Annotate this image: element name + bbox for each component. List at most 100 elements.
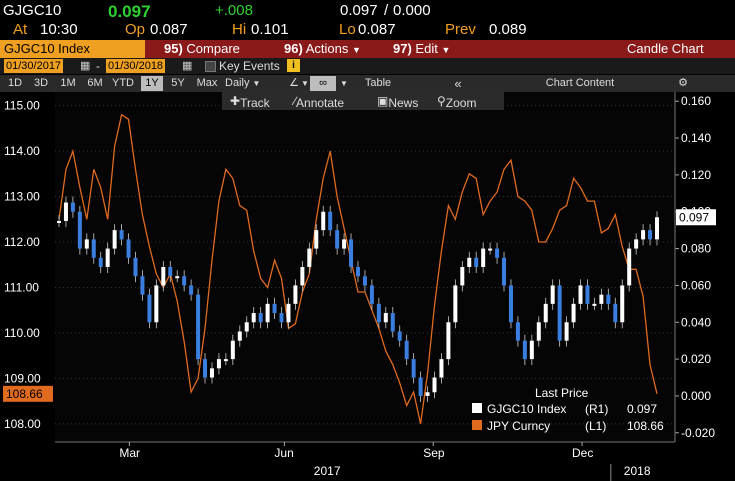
candle-body <box>189 285 194 295</box>
candle-body <box>84 239 89 249</box>
x-tick-label: Mar <box>119 446 140 460</box>
range-ytd[interactable]: YTD <box>112 77 134 89</box>
candle-body <box>63 202 68 221</box>
news-tool[interactable]: ▣ News <box>377 94 419 110</box>
candle-body <box>522 340 527 360</box>
start-date-field[interactable]: 01/30/2017 <box>4 59 64 73</box>
range-1d[interactable]: 1D <box>7 77 23 89</box>
candle-body <box>502 257 507 286</box>
candle-body <box>286 303 291 323</box>
info-icon[interactable]: i <box>287 59 300 72</box>
candle-body <box>293 285 298 304</box>
annotate-tool[interactable]: ∕ Annotate <box>294 94 345 110</box>
range-6m[interactable]: 6M <box>87 77 103 89</box>
chart-content-label[interactable]: Chart Content <box>545 77 615 89</box>
zoom-tool[interactable]: ⚲ Zoom <box>437 94 477 110</box>
price-chart[interactable]: 115.00 114.00 113.00 112.00 111.00 110.00 109.… <box>0 92 735 481</box>
collapse-icon[interactable]: « <box>454 76 462 91</box>
candle-body <box>168 267 173 277</box>
candle-body <box>578 285 583 304</box>
candle-body <box>112 230 117 249</box>
candle-body <box>467 257 472 267</box>
zoom-label: Zoom <box>445 96 477 110</box>
quote-header: GJGC10 0.097 +.008 0.097 / 0.000 At 10:3… <box>0 0 735 40</box>
candle-body <box>557 285 562 341</box>
candle-body <box>564 322 569 341</box>
candle-body <box>453 285 458 323</box>
candle-body <box>446 322 451 360</box>
function-toolbar: GJGC10 Index 95) Compare 96) Actions ▼ 9… <box>0 40 735 58</box>
news-label: News <box>388 96 419 110</box>
candle-body <box>571 303 576 323</box>
candle-body <box>321 211 326 231</box>
overlay-icon[interactable]: ∞ <box>310 76 336 91</box>
period-select[interactable]: Daily ▼ <box>225 76 277 91</box>
open-label: Op <box>125 21 146 38</box>
range-max[interactable]: Max <box>196 77 218 89</box>
candle-body <box>585 285 590 304</box>
candle-body <box>119 230 124 240</box>
chart-type-label[interactable]: Candle Chart <box>627 41 704 56</box>
candle-body <box>57 220 61 223</box>
legend-swatch <box>472 420 482 430</box>
candle-body <box>481 248 486 267</box>
year-label: 2017 <box>314 464 341 478</box>
year-label: 2018 <box>624 464 651 478</box>
low-value: 0.087 <box>358 21 396 38</box>
candle-body <box>432 377 437 393</box>
candle-body <box>230 340 235 360</box>
right-tick-label: -0.020 <box>681 426 715 440</box>
key-events-label: Key Events <box>219 59 280 73</box>
table-button[interactable]: Table <box>364 77 392 89</box>
compare-num: 95) <box>164 41 183 56</box>
candle-body <box>196 294 201 360</box>
ask-value: 0.000 <box>393 2 431 19</box>
candle-body <box>91 239 96 258</box>
ticker-label: GJGC10 <box>3 2 62 19</box>
candle-body <box>133 257 138 277</box>
compare-button[interactable]: 95) Compare <box>164 40 240 58</box>
candle-body <box>599 294 604 304</box>
open-value: 0.087 <box>150 21 188 38</box>
candle-body <box>606 294 611 304</box>
candle-body <box>175 276 180 279</box>
candle-body <box>634 239 639 249</box>
candle-body <box>613 303 618 323</box>
candle-body <box>182 276 187 286</box>
period-label: Daily <box>225 77 250 89</box>
jpy-line <box>58 113 658 424</box>
candle-body <box>265 303 270 323</box>
legend-name: GJGC10 Index <box>487 402 566 416</box>
range-1m[interactable]: 1M <box>60 77 76 89</box>
settings-gear-icon[interactable]: ⚙ <box>678 77 688 89</box>
candle-body <box>439 359 444 378</box>
range-1y[interactable]: 1Y <box>141 76 163 91</box>
candle-body <box>279 313 284 323</box>
end-calendar-icon[interactable]: ▦ <box>182 60 193 72</box>
right-tick-label: 0.040 <box>681 315 711 329</box>
range-5y[interactable]: 5Y <box>171 77 185 89</box>
net-change: +.008 <box>215 2 253 19</box>
line-dropdown-icon[interactable]: ▼ <box>301 79 309 88</box>
overlay-dropdown-icon[interactable]: ▼ <box>340 79 348 88</box>
actions-button[interactable]: 96) Actions ▼ <box>284 40 361 58</box>
legend-value: 108.66 <box>627 419 664 433</box>
candle-body <box>314 230 319 249</box>
key-events-checkbox[interactable] <box>205 61 216 72</box>
security-field[interactable]: GJGC10 Index <box>0 40 145 58</box>
range-3d[interactable]: 3D <box>33 77 49 89</box>
date-range-row: 01/30/2017 ▦ - 01/30/2018 ▦ Key Events i <box>0 58 735 74</box>
line-chart-icon[interactable]: ∠ <box>289 77 299 89</box>
edit-dropdown-icon: ▼ <box>441 45 451 55</box>
candle-body <box>460 267 465 286</box>
end-date-field[interactable]: 01/30/2018 <box>106 59 166 73</box>
edit-label: Edit <box>415 41 438 56</box>
time-label: At <box>13 21 28 38</box>
prev-label: Prev <box>445 21 476 38</box>
track-tool[interactable]: ✚ Track <box>230 94 270 110</box>
start-calendar-icon[interactable]: ▦ <box>80 60 91 72</box>
edit-button[interactable]: 97) Edit ▼ <box>393 40 450 58</box>
right-tick-label: 0.140 <box>681 131 711 145</box>
candle-body <box>425 392 430 396</box>
candle-body <box>536 322 541 341</box>
